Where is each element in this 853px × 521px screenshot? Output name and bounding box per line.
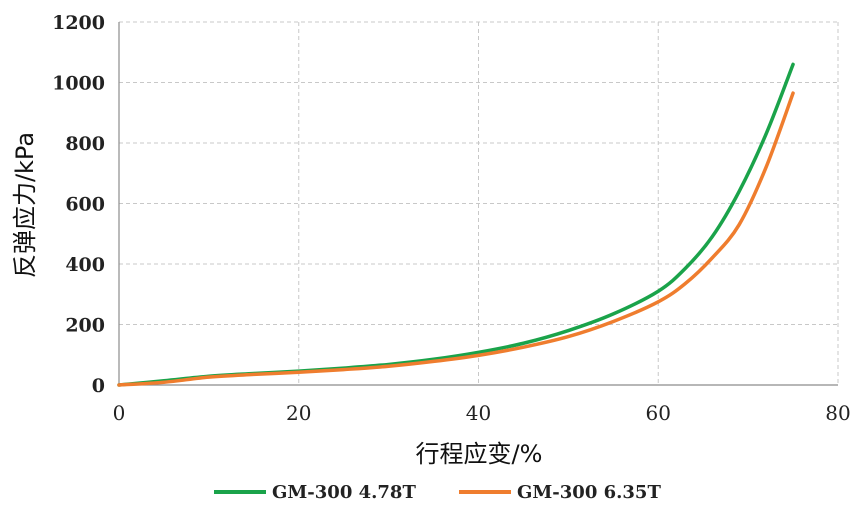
series-line-2 xyxy=(117,91,795,387)
tick-labels: 0 200 400 600 800 1000 1200 0 20 40 60 80 xyxy=(52,12,851,425)
series xyxy=(117,62,795,387)
y-tick-label: 200 xyxy=(65,315,105,337)
grid xyxy=(119,21,839,385)
x-tick-label: 20 xyxy=(286,401,311,425)
legend-label: GM-300 4.78T xyxy=(272,482,416,503)
legend: GM-300 4.78T GM-300 6.35T xyxy=(214,482,661,503)
y-tick-label: 800 xyxy=(65,133,105,155)
y-tick-label: 0 xyxy=(92,375,105,397)
x-tick-label: 60 xyxy=(646,401,671,425)
series-line-1 xyxy=(117,62,795,387)
x-axis-title: 行程应变/% xyxy=(416,440,543,468)
y-tick-label: 600 xyxy=(65,194,105,216)
y-axis-title: 反弹应力/kPa xyxy=(11,132,39,278)
y-tick-label: 400 xyxy=(65,254,105,276)
axes xyxy=(118,22,838,386)
x-tick-label: 40 xyxy=(466,401,491,425)
legend-label: GM-300 6.35T xyxy=(517,482,661,503)
x-tick-label: 0 xyxy=(113,401,126,425)
x-tick-label: 80 xyxy=(825,401,850,425)
y-tick-label: 1200 xyxy=(52,12,105,34)
y-tick-label: 1000 xyxy=(52,73,105,95)
